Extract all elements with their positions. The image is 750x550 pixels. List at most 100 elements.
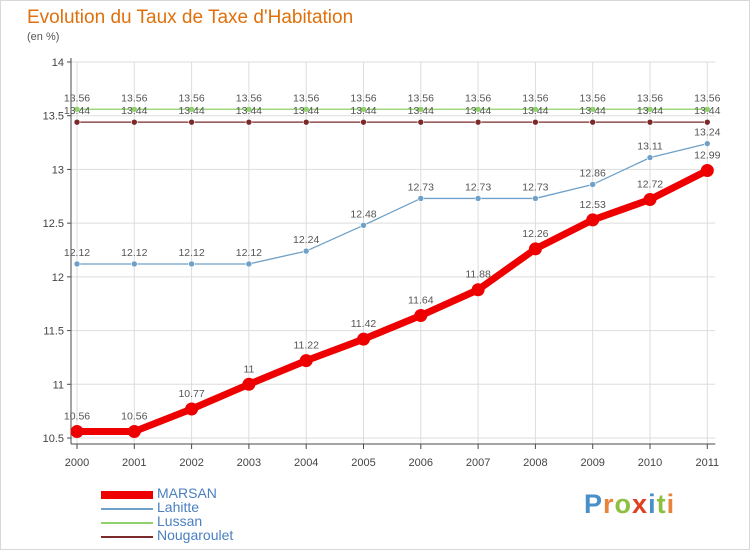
data-point: [474, 195, 482, 202]
x-tick-label: 2010: [638, 457, 662, 469]
data-label: 12.24: [293, 234, 319, 246]
logo-letter: i: [648, 489, 657, 519]
data-label: 10.56: [121, 411, 147, 423]
legend-item-nougaroulet: Nougaroulet: [101, 527, 301, 543]
data-point: [127, 425, 141, 439]
data-point: [703, 118, 711, 126]
chart-title: Evolution du Taux de Taxe d'Habitation: [27, 7, 354, 28]
series-line-lahitte: [76, 142, 708, 265]
data-point: [474, 105, 482, 113]
legend-swatch: [101, 491, 153, 499]
data-point: [73, 105, 81, 113]
data-label: 10.56: [64, 411, 90, 423]
y-tick-label: 13: [52, 164, 64, 176]
x-tick-label: 2003: [237, 457, 261, 469]
data-label: 13.44: [121, 105, 147, 117]
data-point: [245, 118, 253, 126]
legend-label: Nougaroulet: [157, 527, 234, 543]
data-label: 12.53: [580, 199, 606, 211]
y-tick-label: 11.5: [43, 326, 64, 338]
x-tick-label: 2000: [65, 457, 89, 469]
data-point: [643, 193, 657, 207]
y-tick-label: 12.5: [43, 218, 64, 230]
x-tick-label: 2005: [351, 457, 375, 469]
axes-layer: 10.5 11 11.5 12 12.5 13 13.5 14 2000 2001 2002 2003…: [43, 57, 720, 469]
data-label: 13.44: [465, 105, 491, 117]
data-label: 13.44: [293, 105, 319, 117]
data-point: [646, 105, 654, 113]
data-point: [417, 105, 425, 113]
data-label: 12.12: [121, 247, 147, 259]
legend-label: Lussan: [157, 513, 203, 529]
data-labels-layer: 10.56 10.56 10.77 11 11.22 11.42 11.64 11.88 12.…: [64, 92, 721, 422]
series-line-marsan: [73, 167, 711, 436]
data-point: [302, 105, 310, 113]
data-point: [360, 118, 367, 126]
data-label: 13.24: [694, 127, 720, 139]
chart-subtitle: (en %): [27, 31, 60, 43]
logo-letter: t: [656, 489, 667, 519]
grid-layer: [71, 61, 716, 444]
data-label: 12.12: [178, 247, 204, 259]
data-point: [532, 195, 539, 202]
legend-label: MARSAN: [157, 485, 217, 501]
data-label: 13.44: [236, 105, 262, 117]
data-label: 11: [243, 363, 254, 375]
data-label: 13.44: [580, 105, 606, 117]
y-tick-label: 13.5: [43, 111, 64, 123]
data-point: [532, 118, 539, 126]
data-point: [474, 118, 482, 126]
logo-letter: o: [614, 489, 633, 519]
data-point: [700, 164, 714, 178]
data-label: 12.12: [236, 247, 262, 259]
series-layer: [70, 105, 714, 439]
legend-item-lussan: Lussan: [101, 513, 301, 529]
data-label: 12.48: [350, 208, 376, 220]
data-label: 13.56: [121, 92, 147, 104]
y-tick-label: 11: [53, 379, 64, 391]
data-point: [245, 105, 253, 113]
y-tick-label: 14: [52, 57, 64, 69]
logo-letter: x: [632, 489, 649, 519]
data-point: [589, 181, 597, 188]
data-point: [245, 260, 253, 268]
data-point: [131, 105, 138, 113]
data-label: 10.77: [178, 388, 204, 400]
legend-swatch: [101, 522, 153, 524]
data-point: [70, 425, 84, 439]
data-point: [703, 140, 711, 147]
data-label: 12.99: [694, 150, 720, 162]
data-label: 13.44: [178, 105, 204, 117]
proxiti-logo: Proxiti: [584, 489, 675, 520]
data-label: 11.88: [465, 269, 491, 281]
data-point: [589, 105, 597, 113]
data-label: 11.22: [293, 340, 319, 352]
data-label: 13.56: [465, 92, 491, 104]
data-label: 12.73: [408, 181, 434, 193]
x-tick-label: 2001: [122, 457, 146, 469]
data-point: [417, 118, 425, 126]
data-label: 13.56: [408, 92, 434, 104]
data-point: [131, 260, 138, 268]
legend-swatch: [101, 508, 153, 510]
data-point: [302, 118, 310, 126]
data-label: 13.56: [236, 92, 262, 104]
data-point: [185, 402, 199, 416]
data-label: 13.44: [408, 105, 434, 117]
y-tick-label: 12: [52, 272, 64, 284]
data-label: 13.44: [64, 105, 90, 117]
legend-item-marsan: MARSAN: [101, 485, 301, 501]
data-label: 12.72: [637, 179, 663, 191]
y-tick-label: 10.5: [43, 433, 64, 445]
data-label: 13.11: [637, 141, 663, 153]
data-label: 13.56: [64, 92, 90, 104]
data-point: [417, 195, 425, 202]
data-point: [414, 309, 428, 323]
legend-label: Lahitte: [157, 499, 200, 515]
data-point: [357, 332, 370, 346]
logo-letter: P: [584, 489, 604, 519]
data-label: 13.44: [637, 105, 663, 117]
data-label: 13.56: [293, 92, 319, 104]
data-label: 12.73: [465, 181, 491, 193]
